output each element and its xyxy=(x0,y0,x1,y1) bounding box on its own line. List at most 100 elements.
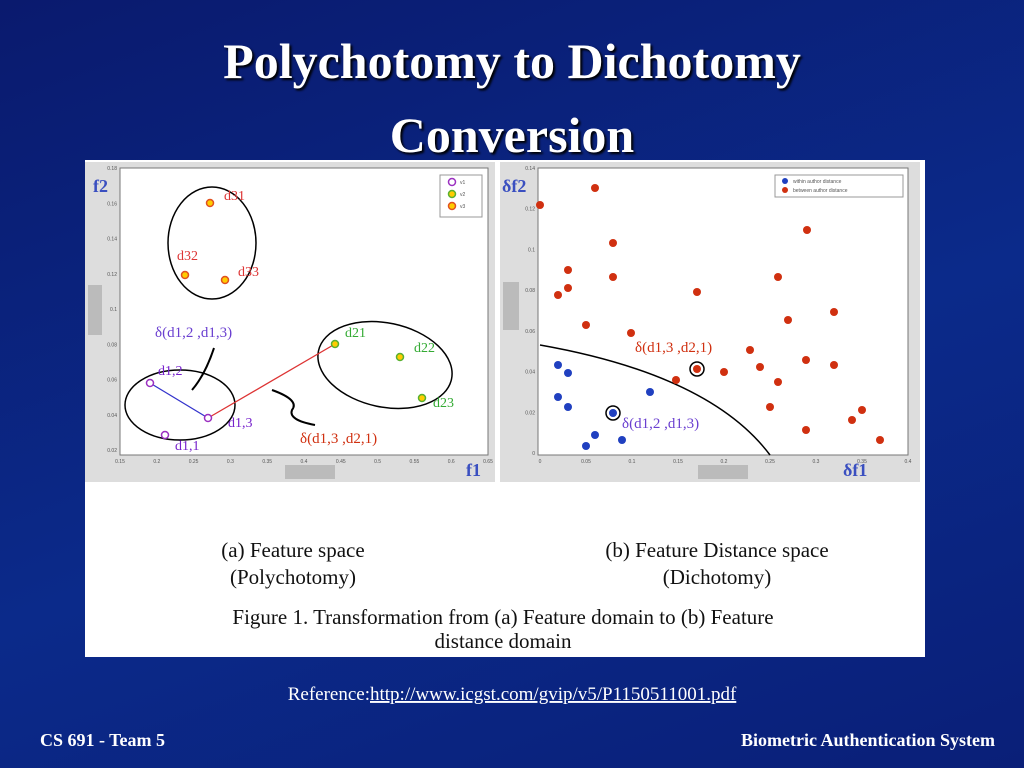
title: Polychotomy to Dichotomy xyxy=(223,33,801,89)
point xyxy=(220,275,230,285)
caption: (Dichotomy) xyxy=(663,565,771,589)
y-tick-label: 0.04 xyxy=(107,413,117,419)
footer-right: Biometric Authentication System xyxy=(741,730,995,750)
legend-label: v2 xyxy=(460,192,466,198)
annotation: δ(d1,2 ,d1,3) xyxy=(155,325,232,341)
x-tick-label: 0.1 xyxy=(629,459,636,465)
point xyxy=(591,184,599,192)
highlight xyxy=(689,361,705,377)
y-tick-label: 0.16 xyxy=(107,201,117,207)
legend-marker xyxy=(782,187,788,193)
point-label: d21 xyxy=(345,326,366,341)
point-label: d1,3 xyxy=(228,416,253,431)
caption: (a) Feature space xyxy=(221,538,364,562)
x-tick-label: 0.55 xyxy=(410,459,420,465)
y-axis-label: f2 xyxy=(93,176,108,196)
figure-caption: Figure 1. Transformation from (a) Featur… xyxy=(232,605,773,629)
point xyxy=(330,339,340,349)
artifact xyxy=(88,285,102,335)
legend-marker xyxy=(447,177,457,187)
y-tick-label: 0.02 xyxy=(525,410,535,416)
point xyxy=(582,442,590,450)
point xyxy=(395,352,405,362)
point xyxy=(693,288,701,296)
artifact xyxy=(503,282,519,330)
point xyxy=(830,361,838,369)
caption: (Polychotomy) xyxy=(230,565,356,589)
point xyxy=(564,369,572,377)
point-label: d23 xyxy=(433,396,454,411)
x-tick-label: 0.15 xyxy=(115,459,125,465)
plot-area xyxy=(119,167,489,456)
reference-link[interactable]: http://www.icgst.com/gvip/v5/P1150511001… xyxy=(370,684,737,705)
legend xyxy=(774,174,904,198)
distance-line xyxy=(207,343,336,419)
point xyxy=(746,346,754,354)
y-tick-label: 0.12 xyxy=(107,272,117,278)
legend-marker xyxy=(447,189,457,199)
point-label: d22 xyxy=(414,341,435,356)
x-axis-label: δf1 xyxy=(843,460,867,480)
y-tick-label: 0.18 xyxy=(107,166,117,172)
point xyxy=(802,426,810,434)
arrow xyxy=(191,347,215,391)
point xyxy=(720,368,728,376)
distance-line xyxy=(149,382,209,419)
point xyxy=(766,403,774,411)
cluster xyxy=(167,186,257,300)
legend-label: within author distance xyxy=(793,179,842,185)
point xyxy=(160,430,170,440)
point xyxy=(646,388,654,396)
point xyxy=(145,378,155,388)
point xyxy=(564,403,572,411)
x-tick-label: 0.35 xyxy=(262,459,272,465)
point xyxy=(618,436,626,444)
point xyxy=(774,273,782,281)
y-tick-label: 0.02 xyxy=(107,448,117,454)
point-label: d1,1 xyxy=(175,439,200,454)
x-tick-label: 0.3 xyxy=(813,459,820,465)
legend-label: v1 xyxy=(460,180,466,186)
legend-label: v3 xyxy=(460,204,466,210)
point xyxy=(802,356,810,364)
y-tick-label: 0.14 xyxy=(525,166,535,172)
x-tick-label: 0.45 xyxy=(336,459,346,465)
figure-caption: distance domain xyxy=(434,629,572,653)
point xyxy=(803,226,811,234)
point xyxy=(180,270,190,280)
point xyxy=(554,361,562,369)
point xyxy=(536,201,544,209)
point xyxy=(609,409,617,417)
artifact xyxy=(698,465,748,479)
point xyxy=(591,431,599,439)
legend xyxy=(439,174,483,218)
arrow xyxy=(271,389,316,426)
point xyxy=(205,198,215,208)
legend-label: between author distance xyxy=(793,188,848,194)
y-tick-label: 0.1 xyxy=(528,247,535,253)
annotation: δ(d1,2 ,d1,3) xyxy=(622,416,699,432)
y-tick-label: 0.04 xyxy=(525,370,535,376)
y-tick-label: 0.08 xyxy=(107,342,117,348)
highlight xyxy=(605,405,621,421)
x-tick-label: 0.15 xyxy=(673,459,683,465)
point xyxy=(609,273,617,281)
x-tick-label: 0.05 xyxy=(581,459,591,465)
point xyxy=(609,239,617,247)
point xyxy=(756,363,764,371)
point xyxy=(876,436,884,444)
point xyxy=(554,393,562,401)
x-tick-label: 0.4 xyxy=(301,459,308,465)
point xyxy=(848,416,856,424)
point xyxy=(784,316,792,324)
x-tick-label: 0.35 xyxy=(857,459,867,465)
y-tick-label: 0.12 xyxy=(525,207,535,213)
x-tick-label: 0.4 xyxy=(905,459,912,465)
x-tick-label: 0.5 xyxy=(374,459,381,465)
point xyxy=(554,291,562,299)
point-label: d32 xyxy=(177,249,198,264)
artifact xyxy=(285,465,335,479)
point xyxy=(564,266,572,274)
